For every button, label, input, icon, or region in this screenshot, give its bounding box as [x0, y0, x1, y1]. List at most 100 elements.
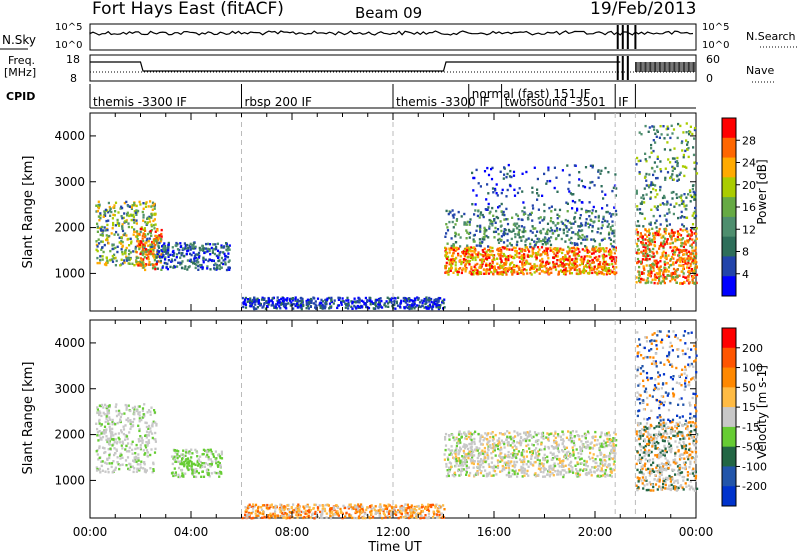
power-point: [538, 272, 541, 275]
velocity-point: [146, 455, 149, 458]
power-point: [431, 307, 434, 311]
power-point: [580, 270, 583, 274]
velocity-point: [120, 444, 123, 447]
velocity-point: [127, 420, 130, 423]
power-point: [202, 261, 205, 264]
power-point: [693, 282, 696, 285]
velocity-point: [214, 450, 217, 453]
power-point: [647, 273, 650, 277]
velocity-point: [359, 506, 363, 509]
power-point: [143, 256, 146, 259]
power-point: [112, 257, 115, 260]
power-point: [652, 266, 655, 270]
power-point: [461, 251, 464, 254]
velocity-point: [252, 507, 255, 510]
power-point: [557, 272, 560, 275]
power-point: [578, 272, 582, 275]
power-point: [680, 199, 683, 202]
power-point: [471, 269, 475, 272]
power-point: [160, 253, 163, 256]
power-point: [438, 297, 441, 300]
velocity-point: [133, 410, 136, 413]
power-point: [281, 299, 284, 303]
velocity-point: [383, 513, 386, 517]
power-point: [136, 230, 139, 233]
power-point: [653, 278, 657, 281]
velocity-point: [397, 516, 400, 520]
velocity-point: [115, 414, 119, 418]
velocity-point: [112, 460, 115, 463]
velocity-point: [436, 516, 439, 519]
velocity-point: [419, 512, 422, 515]
power-point: [592, 252, 595, 255]
power-point: [656, 205, 659, 208]
power-point: [156, 252, 159, 256]
power-point: [692, 212, 695, 215]
power-point: [649, 223, 652, 226]
power-point: [643, 187, 646, 190]
power-point: [167, 241, 170, 245]
power-point: [450, 237, 453, 240]
power-point: [130, 206, 133, 209]
power-point: [573, 164, 576, 167]
velocity-point: [151, 422, 154, 425]
velocity-point: [369, 505, 372, 508]
power-point: [602, 253, 606, 256]
power-point: [142, 228, 145, 231]
power-point: [214, 243, 217, 246]
power-point: [534, 243, 537, 247]
power-point: [584, 166, 588, 169]
power-point: [213, 263, 216, 267]
power-point: [218, 253, 221, 257]
power-point: [137, 264, 140, 267]
power-point: [501, 264, 504, 268]
power-point: [446, 242, 449, 245]
velocity-point: [100, 423, 103, 426]
power-point: [452, 248, 455, 252]
power-point: [502, 252, 505, 256]
power-point: [480, 261, 483, 264]
power-point: [558, 215, 561, 218]
power-point: [493, 265, 496, 268]
nsky-tick-top: 10^5: [55, 22, 82, 33]
power-point: [378, 301, 381, 304]
power-point: [337, 304, 340, 307]
power-point: [590, 238, 593, 241]
power-point: [654, 141, 657, 144]
power-point: [580, 255, 583, 259]
power-point: [444, 235, 447, 238]
power-point: [577, 231, 580, 234]
velocity-point: [147, 434, 151, 437]
power-point: [530, 211, 533, 214]
power-point: [119, 207, 122, 210]
power-point: [101, 240, 104, 243]
power-point: [690, 253, 693, 256]
power-point: [157, 250, 160, 253]
velocity-point: [358, 510, 361, 513]
power-point: [583, 185, 587, 189]
velocity-point: [257, 515, 260, 519]
velocity-point: [516, 434, 520, 437]
power-point: [479, 271, 482, 274]
power-point: [145, 263, 148, 266]
velocity-point: [392, 510, 395, 513]
power-point: [679, 259, 682, 262]
power-point: [489, 266, 492, 269]
power-point: [495, 183, 498, 186]
power-point: [242, 301, 245, 304]
power-point: [347, 307, 350, 310]
power-point: [672, 190, 675, 194]
power-point: [613, 234, 616, 238]
power-point: [693, 195, 696, 199]
power-point: [150, 229, 153, 232]
power-point: [515, 252, 519, 255]
power-point: [437, 300, 440, 303]
power-point: [294, 298, 297, 301]
power-point: [273, 306, 276, 309]
power-point: [531, 186, 534, 189]
power-point: [167, 243, 170, 246]
power-point: [268, 299, 271, 302]
power-point: [511, 272, 514, 275]
power-point: [475, 168, 478, 172]
velocity-point: [182, 449, 185, 452]
